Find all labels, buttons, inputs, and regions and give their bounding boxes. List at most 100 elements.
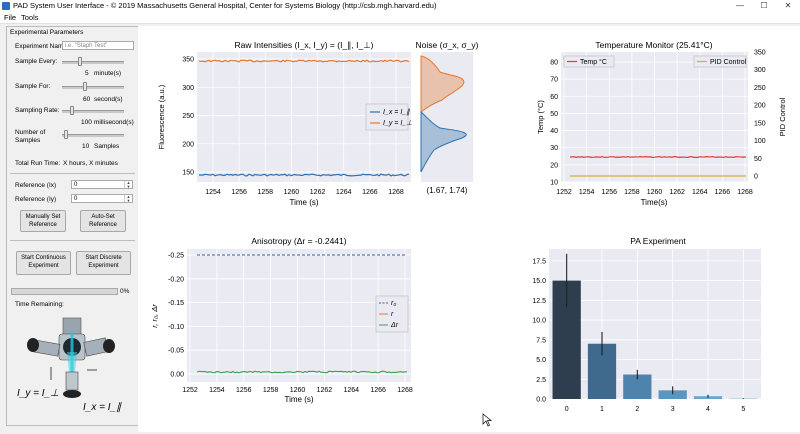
- temperature-chart: Temperature Monitor (25.41°C) Time(s) Te…: [536, 40, 787, 207]
- temp-ytick-label: 70: [550, 77, 558, 84]
- raw-ytick-label: 250: [182, 113, 194, 120]
- raw-ytick-label: 300: [182, 85, 194, 92]
- raw-legend-ix: I_x = I_∥: [383, 108, 410, 116]
- manual-reference-label-2: Reference: [29, 222, 57, 228]
- minimize-button[interactable]: —: [728, 0, 752, 12]
- sample-every-label: Sample Every:: [15, 58, 57, 65]
- raw-xtick-label: 1264: [336, 189, 352, 196]
- raw-ytick-label: 200: [182, 141, 194, 148]
- temp-ylabel: Temp (°C): [536, 100, 545, 134]
- raw-xtick-label: 1262: [310, 189, 326, 196]
- pa-xtick-label: 1: [600, 406, 604, 413]
- aniso-legend-r0: r₀: [391, 300, 396, 307]
- menu-tools[interactable]: Tools: [21, 13, 39, 22]
- aniso-xtick-label: 1264: [343, 387, 359, 394]
- aniso-xtick-label: 1268: [397, 387, 413, 394]
- aniso-legend-dr: Δr: [390, 322, 399, 329]
- sample-for-unit: second(s): [94, 96, 123, 103]
- aniso-title: Anisotropy (Δr = -0.2441): [251, 236, 346, 246]
- start-discrete-label-1: Start Discrete: [85, 255, 121, 261]
- aniso-xtick-label: 1256: [236, 387, 252, 394]
- temp-ytick-right-label: 200: [754, 103, 766, 110]
- aniso-ytick-label: -0.20: [168, 276, 184, 283]
- raw-xtick-label: 1266: [362, 189, 378, 196]
- manual-reference-button[interactable]: Manually Set Reference: [20, 210, 66, 232]
- temp-ytick-label: 40: [550, 128, 558, 135]
- close-button[interactable]: ✕: [776, 0, 800, 12]
- sample-every-thumb[interactable]: [78, 57, 82, 66]
- pa-xtick-label: 4: [706, 406, 710, 413]
- start-continuous-button[interactable]: Start Continuous Experiment: [16, 251, 71, 275]
- temp-xtick-label: 1268: [737, 189, 753, 196]
- raw-yticks: 150 200 250 300 350: [182, 57, 194, 177]
- spin-arrows-icon[interactable]: ▲▼: [124, 195, 132, 202]
- maximize-button[interactable]: ☐: [752, 0, 776, 12]
- sample-for-label: Sample For:: [15, 83, 50, 90]
- raw-xtick-label: 1254: [205, 189, 221, 196]
- raw-intensities-chart: Raw Intensities (I_x, I_y) = (I_∥, I_⊥) …: [157, 40, 412, 207]
- aniso-ytick-label: -0.10: [168, 324, 184, 331]
- manual-reference-label-1: Manually Set: [26, 214, 61, 220]
- raw-xtick-label: 1256: [231, 189, 247, 196]
- auto-reference-label-1: Auto-Set: [91, 214, 114, 220]
- sample-for-slider[interactable]: [62, 86, 124, 89]
- sampling-rate-thumb[interactable]: [70, 106, 74, 115]
- temp-xtick-label: 1252: [556, 189, 572, 196]
- aniso-xtick-label: 1258: [263, 387, 279, 394]
- pa-yticks: 0.02.55.07.510.012.515.017.5: [532, 258, 546, 403]
- temp-ytick-right-label: 250: [754, 85, 766, 92]
- pa-ytick-label: 10.0: [532, 318, 546, 325]
- auto-reference-button[interactable]: Auto-Set Reference: [80, 210, 126, 232]
- spin-arrows-icon[interactable]: ▲▼: [124, 181, 132, 188]
- time-remaining-label: Time Remaining:: [15, 301, 64, 308]
- num-samples-slider[interactable]: [62, 134, 124, 137]
- temp-title: Temperature Monitor (25.41°C): [595, 40, 712, 50]
- mouse-cursor-icon: [483, 414, 491, 426]
- ref-ix-spinbox[interactable]: 0▲▼: [71, 180, 133, 189]
- raw-ytick-label: 150: [182, 170, 194, 177]
- menu-file[interactable]: File: [4, 13, 16, 22]
- raw-ytick-label: 350: [182, 57, 194, 64]
- num-samples-value: 10: [82, 143, 89, 150]
- pa-xtick-label: 3: [671, 406, 675, 413]
- sampling-rate-unit: millisecond(s): [94, 119, 134, 126]
- start-discrete-label-2: Experiment: [88, 263, 118, 269]
- temp-legend-label: Temp °C: [580, 58, 607, 66]
- aniso-xtick-label: 1266: [370, 387, 386, 394]
- temp-ytick-right-label: 350: [754, 50, 766, 57]
- sample-for-thumb[interactable]: [83, 82, 87, 91]
- aniso-ytick-label: -0.25: [168, 253, 184, 260]
- experiment-name-input[interactable]: i.e. "Staph Test": [62, 41, 134, 50]
- sampling-rate-label: Sampling Rate:: [15, 107, 59, 114]
- experiment-name-label: Experiment Name:: [15, 43, 69, 50]
- app-icon: [2, 2, 10, 10]
- temp-xtick-label: 1258: [624, 189, 640, 196]
- sample-every-value: 5: [85, 70, 89, 77]
- num-samples-label: Number of: [15, 129, 45, 136]
- noise-chart: Noise (σ_x, σ_y) (1.67, 1.74): [416, 40, 479, 195]
- temp-ytick-right-label: 50: [754, 156, 762, 163]
- pa-ytick-label: 0.0: [536, 397, 546, 404]
- start-discrete-button[interactable]: Start Discrete Experiment: [76, 251, 131, 275]
- menu-bar: File Tools: [0, 12, 800, 24]
- device-diagram: I_y = I_⊥ I_x = I_∥: [11, 312, 133, 420]
- aniso-xtick-label: 1252: [182, 387, 198, 394]
- temp-ytick-label: 60: [550, 94, 558, 101]
- pa-ytick-label: 17.5: [532, 258, 546, 265]
- sample-every-slider[interactable]: [62, 61, 124, 64]
- start-continuous-label-1: Start Continuous: [21, 255, 66, 261]
- pa-ytick-label: 12.5: [532, 298, 546, 305]
- plots-canvas: Raw Intensities (I_x, I_y) = (I_∥, I_⊥) …: [138, 26, 800, 432]
- temp-xtick-label: 1266: [715, 189, 731, 196]
- ref-iy-spinbox[interactable]: 0▲▼: [71, 194, 133, 203]
- aniso-yticks: 0.00-0.05-0.10-0.15-0.20-0.25: [168, 253, 184, 379]
- num-samples-thumb[interactable]: [64, 130, 68, 139]
- pa-xtick-label: 0: [565, 406, 569, 413]
- raw-xtick-label: 1260: [284, 189, 300, 196]
- diagram-iy-label: I_y = I_⊥: [17, 388, 59, 399]
